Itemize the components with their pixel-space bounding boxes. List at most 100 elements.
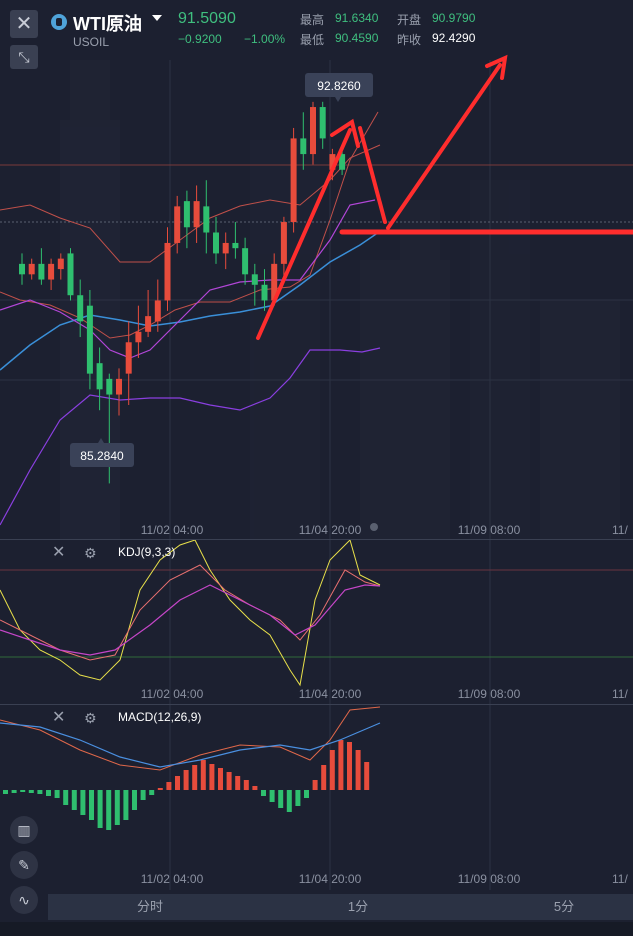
candle xyxy=(280,222,287,264)
candle xyxy=(222,242,229,254)
macd-pane[interactable]: 11/02 04:00 11/04 20:00 11/09 08:00 11/ xyxy=(0,705,633,890)
candle xyxy=(106,378,113,395)
macd-bar xyxy=(114,790,120,825)
period-tabbar: 分时 1分 5分 xyxy=(48,894,633,920)
low-value: 90.4590 xyxy=(335,31,379,45)
candle xyxy=(38,263,45,280)
mid-ma xyxy=(0,229,383,371)
macd-bar xyxy=(11,790,17,793)
candle xyxy=(77,295,84,322)
macd-bar xyxy=(63,790,69,805)
kdj-tools: ✕ ⚙ xyxy=(52,545,112,565)
candle xyxy=(203,206,210,233)
candles-icon[interactable]: ▥ xyxy=(10,816,38,844)
candle xyxy=(57,258,64,270)
candle xyxy=(116,378,122,395)
macd-bar xyxy=(192,765,198,790)
prev-close-label: 昨收 xyxy=(397,33,422,47)
close-button[interactable]: ✕ xyxy=(10,10,38,38)
chevron-down-icon[interactable] xyxy=(152,15,162,21)
shrink-icon[interactable]: ⤡ xyxy=(10,45,38,69)
close-icon[interactable]: ✕ xyxy=(52,544,66,561)
kdj-pane[interactable]: 11/02 04:00 11/04 20:00 11/09 08:00 11/ xyxy=(0,540,633,705)
macd-bar xyxy=(157,788,163,790)
pen-icon[interactable]: ✎ xyxy=(10,851,38,879)
macd-bar xyxy=(304,790,309,798)
macd-bar xyxy=(97,790,103,828)
macd-bar xyxy=(175,776,180,790)
macd-bar xyxy=(54,790,60,798)
macd-bar xyxy=(106,790,112,830)
candle xyxy=(193,201,200,228)
annotation-arrows xyxy=(256,54,633,340)
macd-dif-line xyxy=(0,706,381,771)
macd-bar xyxy=(200,760,206,790)
change-value: −0.9200 xyxy=(178,32,222,46)
time-axis-label: 11/09 08:00 xyxy=(458,523,521,537)
kdj-lines xyxy=(0,540,381,687)
symbol-code: USOIL xyxy=(73,35,110,49)
macd-bar xyxy=(243,780,249,790)
candle xyxy=(290,138,297,223)
time-axis-label: 11/02 04:00 xyxy=(141,523,204,537)
min-price-label: 85.2840 xyxy=(80,449,124,463)
time-axis-label: 11/09 08:00 xyxy=(458,872,521,886)
lower-band xyxy=(0,347,381,526)
high-value: 91.6340 xyxy=(335,11,379,25)
kdj-label: KDJ(9,3,3) xyxy=(118,545,176,559)
high-label: 最高 xyxy=(300,13,325,27)
macd-bar xyxy=(3,790,8,794)
candle xyxy=(96,363,103,390)
bottom-strip xyxy=(0,922,633,936)
open-value: 90.9790 xyxy=(432,11,476,25)
macd-bar xyxy=(226,772,232,790)
candle xyxy=(145,316,152,332)
last-price: 91.5090 xyxy=(178,10,236,27)
macd-dea-line xyxy=(0,722,381,768)
gear-icon[interactable]: ⚙ xyxy=(84,545,97,561)
macd-bar xyxy=(80,790,86,815)
macd-bar xyxy=(166,782,172,790)
macd-bar xyxy=(149,790,155,795)
gear-icon[interactable]: ⚙ xyxy=(84,710,97,726)
candle xyxy=(125,342,132,374)
macd-bar xyxy=(312,780,318,790)
macd-bar xyxy=(37,790,43,794)
candle xyxy=(271,263,278,301)
candle xyxy=(310,107,316,155)
price-chart[interactable]: 92.8260 85.2840 11/02 04:00 11/04 20:00 … xyxy=(0,0,633,540)
indicator-icon[interactable]: ∿ xyxy=(10,886,38,914)
macd-bar xyxy=(218,768,223,790)
candle xyxy=(28,263,35,275)
macd-bar xyxy=(355,750,361,790)
macd-histogram xyxy=(3,740,370,830)
macd-bar xyxy=(123,790,129,820)
kdj-d-line xyxy=(0,564,381,661)
fast-ma xyxy=(0,111,379,339)
macd-bar xyxy=(338,740,344,790)
macd-bar xyxy=(209,764,215,790)
candle xyxy=(19,263,25,275)
tab-5min[interactable]: 5分 xyxy=(553,899,575,914)
open-label: 开盘 xyxy=(397,13,422,27)
low-label: 最低 xyxy=(300,33,325,47)
min-label-box xyxy=(70,443,134,467)
candle xyxy=(48,263,55,280)
candle xyxy=(261,284,268,301)
macd-bar xyxy=(28,790,34,793)
symbol-name[interactable]: WTI原油 xyxy=(73,14,142,34)
macd-bar xyxy=(132,790,137,810)
tab-1min[interactable]: 1分 xyxy=(347,899,369,914)
kdj-k-line xyxy=(0,540,381,687)
macd-bar xyxy=(71,790,77,810)
macd-bar xyxy=(252,786,258,790)
macd-lines xyxy=(0,706,381,771)
tab-timeshare[interactable]: 分时 xyxy=(136,899,163,914)
crosshair-dot xyxy=(370,523,378,531)
candle xyxy=(242,248,249,275)
time-axis-label: 11/02 04:00 xyxy=(141,687,204,701)
quote-header: ✕ ⤡ WTI原油 USOIL 91.5090 −0.9200 −1.00% 最… xyxy=(0,0,633,69)
upper-band xyxy=(0,144,381,263)
macd-bar xyxy=(261,790,266,796)
close-icon[interactable]: ✕ xyxy=(52,709,66,726)
